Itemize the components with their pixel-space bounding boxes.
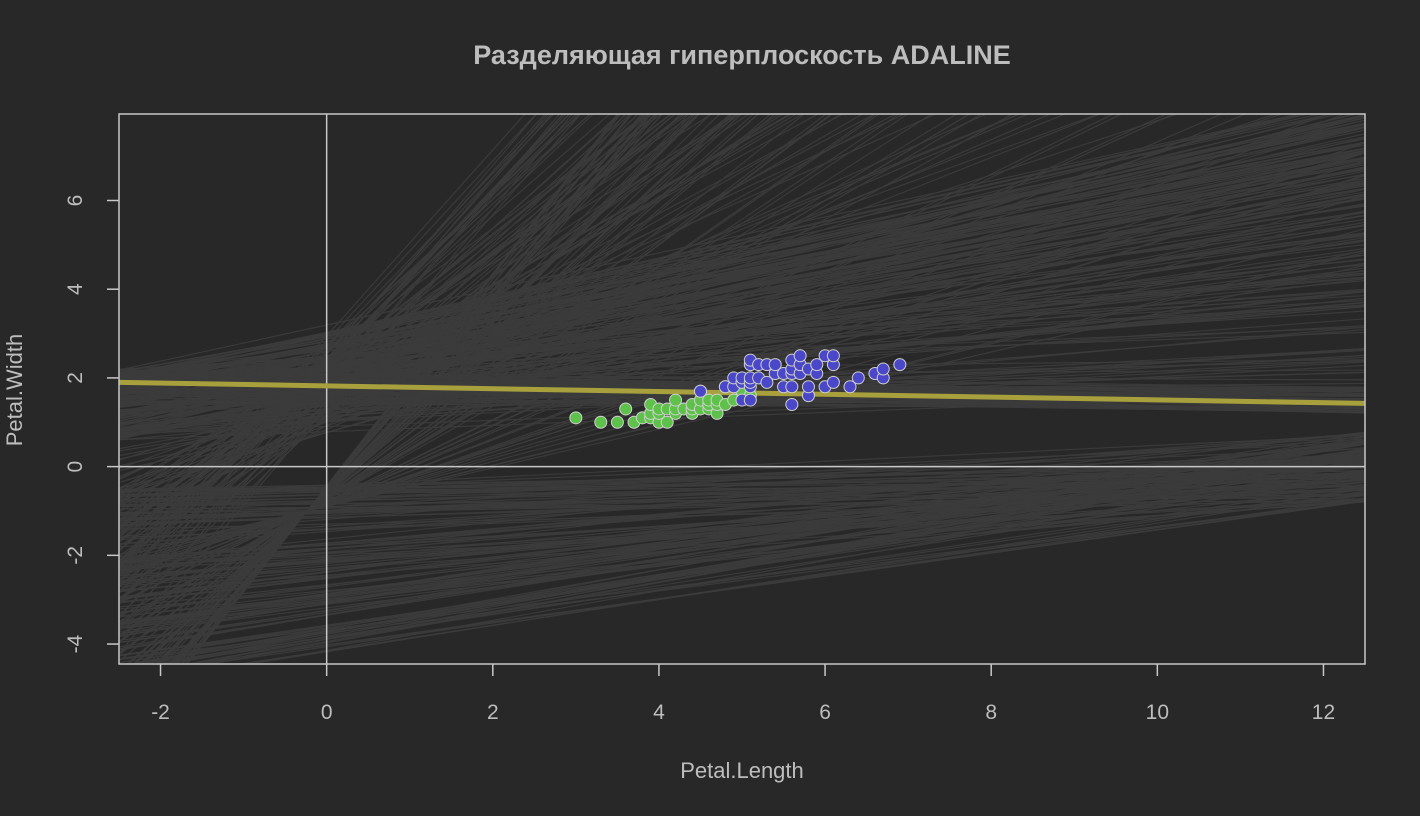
point-blue [793,349,807,363]
y-tick-label: -4 [64,634,87,653]
x-tick-label: 10 [1146,701,1169,724]
point-green [610,415,624,429]
point-blue [810,358,824,372]
point-blue [851,371,865,385]
y-tick-label: 0 [64,461,87,473]
y-tick-label: 2 [64,372,87,384]
point-blue [893,358,907,372]
point-blue [693,384,707,398]
x-tick-label: 0 [321,701,333,724]
reference-lines [119,114,1365,664]
x-tick-label: 8 [985,701,997,724]
point-blue [826,349,840,363]
point-blue [760,375,774,389]
point-green [660,415,674,429]
point-blue [843,380,857,394]
training-line [245,487,1365,664]
x-tick-label: 6 [819,701,831,724]
x-tick-label: 12 [1312,701,1335,724]
x-axis-label: Petal.Length [680,758,804,783]
point-blue [801,380,815,394]
point-blue [768,358,782,372]
point-blue [743,393,757,407]
plot-frame [118,113,1366,665]
plot-area [119,114,1365,664]
point-green [569,411,583,425]
x-axis: -2 0 2 4 6 8 10 12 [151,664,1335,724]
y-tick-label: 6 [64,195,87,207]
point-blue [785,398,799,412]
point-green [669,393,683,407]
x-tick-label: -2 [151,701,170,724]
point-blue [826,375,840,389]
point-blue [785,380,799,394]
x-tick-label: 2 [487,701,499,724]
point-green [594,415,608,429]
chart-title: Разделяющая гиперплоскость ADALINE [473,40,1010,70]
y-axis-label: Petal.Width [2,334,27,447]
x-tick-label: 4 [653,701,665,724]
y-tick-label: 4 [64,283,87,295]
data-points [569,349,907,429]
y-tick-label: -2 [64,546,87,565]
y-axis: -4 -2 0 2 4 6 [64,195,119,653]
point-blue [876,362,890,376]
point-green [619,402,633,416]
